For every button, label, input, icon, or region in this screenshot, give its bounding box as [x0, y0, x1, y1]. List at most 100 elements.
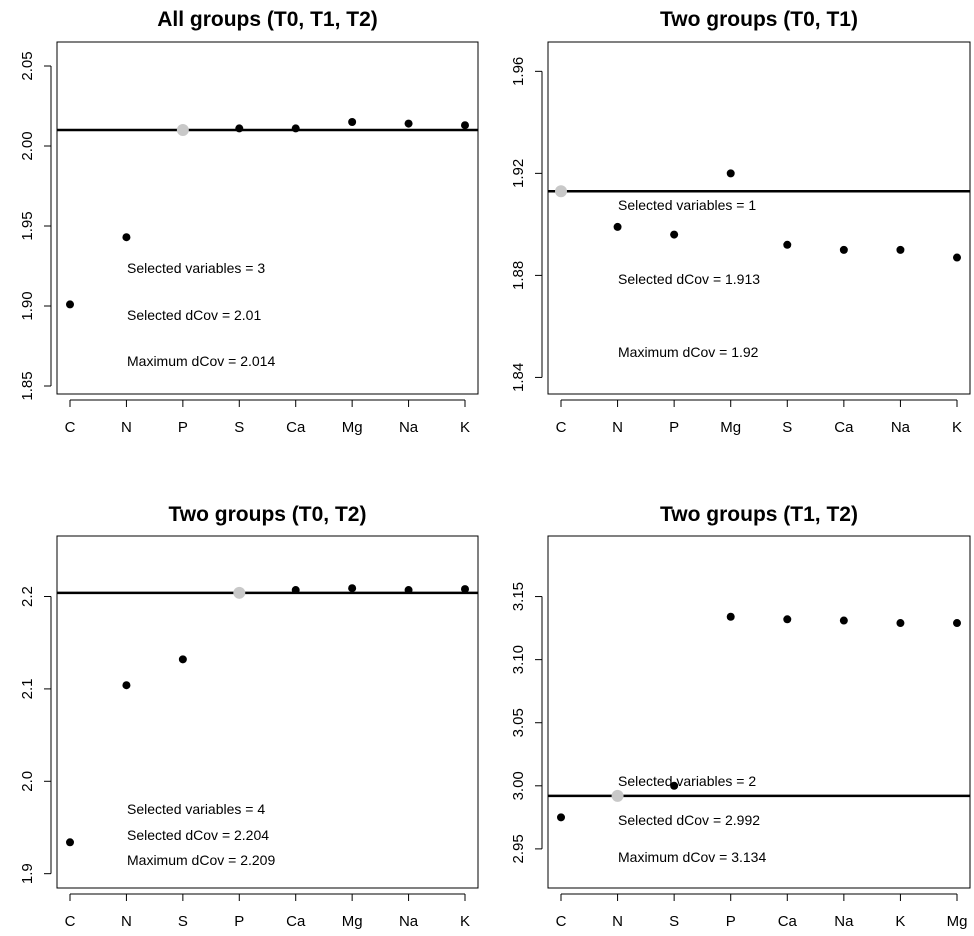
y-tick-label: 1.85 — [19, 371, 36, 400]
x-tick-label: Mg — [342, 913, 363, 930]
x-tick-label: C — [65, 419, 76, 436]
panel-t1-t2: Two groups (T1, T2) C N S P Ca Na K Mg 2.95 3.00 3.… — [510, 503, 971, 930]
x-tick-label: Mg — [342, 419, 363, 436]
plot-frame — [56, 41, 479, 395]
selected-point — [233, 586, 246, 599]
x-tick-label: C — [65, 913, 76, 930]
y-tick-label: 1.95 — [19, 211, 36, 240]
panel-all-groups: All groups (T0, T1, T2) C N P S Ca Mg Na K 1.85 1.… — [19, 8, 479, 436]
annotation-text: Selected dCov = 2.204 — [127, 827, 269, 843]
annotation-text: Maximum dCov = 2.209 — [127, 852, 275, 868]
data-point — [726, 169, 735, 178]
plot-frame — [547, 41, 971, 395]
x-tick-label: P — [178, 419, 188, 436]
x-tick-label: N — [121, 419, 132, 436]
data-point — [670, 230, 679, 239]
x-tick-label: P — [726, 913, 736, 930]
data-point — [291, 586, 300, 595]
data-point — [404, 586, 413, 595]
y-tick-label: 2.00 — [19, 131, 36, 160]
annotation-text: Maximum dCov = 3.134 — [618, 849, 766, 865]
x-tick-label: Ca — [286, 913, 306, 930]
chart-title: Two groups (T1, T2) — [660, 503, 858, 526]
data-point — [348, 118, 357, 126]
data-point — [896, 245, 905, 254]
x-tick-label: S — [782, 419, 792, 436]
x-tick-label: Mg — [947, 913, 968, 930]
data-point — [783, 615, 792, 624]
data-point — [839, 245, 848, 254]
data-point — [953, 619, 961, 628]
x-tick-label: C — [556, 913, 567, 930]
data-point — [66, 300, 74, 309]
plot-frame — [547, 535, 971, 889]
data-point — [670, 781, 679, 790]
data-point — [235, 124, 244, 133]
annotation-text: Selected dCov = 2.992 — [618, 812, 760, 828]
y-tick-label: 1.84 — [510, 363, 527, 392]
x-tick-label: K — [952, 419, 962, 436]
x-tick-label: N — [612, 419, 623, 436]
chart-title: Two groups (T0, T2) — [169, 503, 367, 526]
selected-point — [555, 185, 567, 198]
x-tick-label: Ca — [834, 419, 854, 436]
x-tick-label: C — [556, 419, 567, 436]
x-tick-label: P — [234, 913, 244, 930]
x-tick-label: K — [895, 913, 905, 930]
x-tick-label: P — [669, 419, 679, 436]
y-tick-label: 1.92 — [510, 159, 527, 188]
y-tick-label: 2.05 — [19, 51, 36, 80]
y-tick-label: 3.00 — [510, 771, 527, 800]
selected-point — [176, 124, 189, 136]
data-point — [461, 585, 469, 594]
x-tick-label: Na — [891, 419, 911, 436]
data-point — [461, 121, 469, 130]
x-tick-label: S — [178, 913, 188, 930]
y-tick-label: 1.88 — [510, 261, 527, 290]
x-tick-label: Na — [834, 913, 854, 930]
data-point — [953, 253, 961, 262]
x-tick-label: N — [121, 913, 132, 930]
y-tick-label: 2.95 — [510, 834, 527, 863]
y-tick-label: 2.2 — [19, 586, 36, 607]
selected-point — [611, 789, 624, 802]
x-tick-label: Ca — [286, 419, 306, 436]
x-tick-label: Ca — [778, 913, 798, 930]
y-tick-label: 1.9 — [19, 863, 36, 884]
data-point — [839, 616, 848, 625]
y-tick-label: 1.90 — [19, 291, 36, 320]
y-tick-label: 2.0 — [19, 771, 36, 792]
data-point — [291, 124, 300, 133]
chart-title: All groups (T0, T1, T2) — [157, 8, 378, 31]
y-tick-label: 3.10 — [510, 645, 527, 674]
data-point — [404, 119, 413, 128]
x-tick-label: Na — [399, 913, 419, 930]
x-tick-label: N — [612, 913, 623, 930]
data-point — [66, 838, 74, 847]
data-point — [613, 222, 622, 231]
annotation-text: Maximum dCov = 1.92 — [618, 344, 759, 360]
annotation-text: Selected variables = 2 — [618, 773, 756, 789]
plot-frame — [56, 535, 479, 889]
x-tick-label: K — [460, 913, 470, 930]
data-point — [896, 619, 905, 628]
data-point — [122, 681, 131, 690]
annotation-text: Selected variables = 1 — [618, 197, 756, 213]
y-tick-label: 3.15 — [510, 582, 527, 611]
panel-t0-t1: Two groups (T0, T1) C N P Mg S Ca Na K 1.84 1.88 1.… — [510, 8, 971, 436]
x-tick-label: S — [234, 419, 244, 436]
y-tick-label: 2.1 — [19, 678, 36, 699]
data-point — [178, 655, 187, 664]
panel-t0-t2: Two groups (T0, T2) C N S P Ca Mg Na K 1.9 2.0 2.1 2… — [19, 503, 479, 930]
data-point — [726, 612, 735, 621]
x-tick-label: Mg — [720, 419, 741, 436]
annotation-text: Selected dCov = 2.01 — [127, 307, 261, 323]
x-tick-label: S — [669, 913, 679, 930]
x-tick-label: Na — [399, 419, 419, 436]
data-point — [122, 233, 131, 242]
annotation-text: Selected dCov = 1.913 — [618, 271, 760, 287]
annotation-text: Selected variables = 3 — [127, 260, 265, 276]
annotation-text: Selected variables = 4 — [127, 801, 265, 817]
data-point — [783, 240, 792, 249]
